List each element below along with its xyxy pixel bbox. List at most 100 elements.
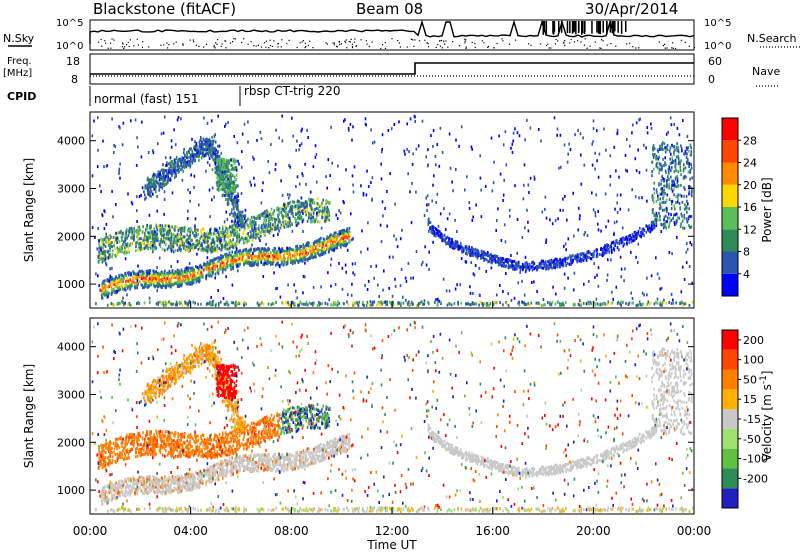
- power-cell: [191, 244, 194, 248]
- power-cell: [105, 261, 107, 265]
- power-cell: [262, 256, 264, 260]
- power-cell: [308, 198, 310, 202]
- power-cell: [315, 240, 318, 244]
- power-cell: [183, 165, 186, 169]
- power-cell: [215, 257, 218, 261]
- power-cell: [121, 287, 124, 291]
- power-cell: [299, 249, 302, 253]
- power-cell: [268, 219, 270, 223]
- power-cell: [192, 158, 194, 162]
- nsearch-dot: [563, 42, 565, 44]
- nsky-spike: [571, 21, 574, 34]
- power-cell: [647, 225, 649, 229]
- power-cell: [119, 247, 122, 251]
- power-cell: [118, 248, 120, 252]
- power-cell: [121, 274, 123, 277]
- power-cell: [606, 273, 609, 277]
- power-cell: [171, 269, 174, 273]
- power-cell: [287, 204, 289, 208]
- power-cell: [178, 235, 180, 239]
- power-cell: [199, 263, 202, 267]
- power-cell: [284, 249, 286, 253]
- power-cell: [448, 132, 451, 136]
- nsearch-dot: [680, 39, 683, 41]
- power-cell: [264, 212, 266, 216]
- power-cell: [170, 285, 172, 289]
- power-cell: [306, 210, 308, 214]
- power-cell: [153, 177, 155, 181]
- nsearch-dot: [554, 43, 556, 45]
- power-cell: [219, 173, 222, 176]
- nsearch-dot: [195, 44, 197, 46]
- power-cell: [224, 163, 227, 167]
- power-cell: [227, 198, 229, 202]
- power-cell: [229, 230, 232, 234]
- power-cell: [658, 147, 661, 151]
- power-cell: [230, 256, 232, 260]
- power-cell: [191, 246, 193, 250]
- power-cell: [661, 147, 663, 151]
- power-cell: [486, 252, 489, 256]
- nsearch-dot: [142, 41, 144, 43]
- power-cell: [212, 139, 214, 143]
- power-cell: [439, 233, 441, 237]
- power-cell: [676, 177, 679, 181]
- power-cell: [163, 178, 165, 182]
- power-cell: [343, 228, 345, 232]
- power-cell: [134, 249, 137, 253]
- power-cell: [111, 241, 113, 244]
- power-cell: [257, 247, 260, 251]
- power-cell: [179, 277, 182, 281]
- power-cell: [200, 138, 202, 142]
- power-cell: [310, 205, 312, 209]
- power-cell: [301, 209, 304, 213]
- power-cell: [211, 145, 213, 148]
- nsearch-dot: [351, 45, 354, 48]
- nsearch-dot: [658, 41, 660, 43]
- power-cell: [213, 139, 215, 143]
- power-cell: [172, 237, 175, 241]
- power-cell: [186, 151, 188, 155]
- power-cell: [289, 208, 291, 212]
- power-cell: [188, 163, 191, 166]
- power-cell: [207, 153, 210, 157]
- nsky-spike: [543, 21, 546, 32]
- power-cell: [500, 262, 502, 266]
- power-cell: [661, 201, 663, 205]
- power-cell: [618, 240, 621, 243]
- power-cell: [206, 121, 209, 125]
- power-cell: [161, 182, 164, 186]
- power-cell: [158, 242, 161, 246]
- power-cell: [219, 248, 222, 252]
- power-cell: [680, 183, 682, 187]
- power-cell: [146, 227, 149, 231]
- power-cell: [229, 243, 231, 247]
- power-cell: [153, 187, 155, 191]
- nsearch-dot: [229, 42, 232, 44]
- power-cell: [147, 247, 149, 251]
- power-cell: [274, 228, 276, 232]
- power-cell: [331, 235, 334, 239]
- power-cell: [197, 247, 200, 251]
- power-cell: [585, 258, 588, 262]
- power-cell: [560, 263, 563, 267]
- power-cell: [690, 225, 693, 229]
- power-cell: [221, 157, 223, 161]
- power-cell: [249, 218, 251, 222]
- power-cell: [147, 269, 150, 273]
- power-cell: [187, 245, 190, 249]
- power-cell: [208, 141, 210, 144]
- power-cell: [445, 289, 448, 293]
- power-cell: [269, 211, 271, 215]
- power-cell: [230, 225, 232, 229]
- nsearch-dot: [166, 42, 168, 44]
- freq-trace: [90, 62, 694, 75]
- power-cell: [683, 163, 685, 167]
- power-cell: [232, 180, 234, 184]
- power-cell: [429, 221, 432, 225]
- power-cell: [104, 283, 106, 287]
- power-cell: [288, 210, 290, 214]
- power-cell: [244, 217, 246, 221]
- power-cell: [334, 237, 336, 241]
- power-cell: [675, 146, 678, 150]
